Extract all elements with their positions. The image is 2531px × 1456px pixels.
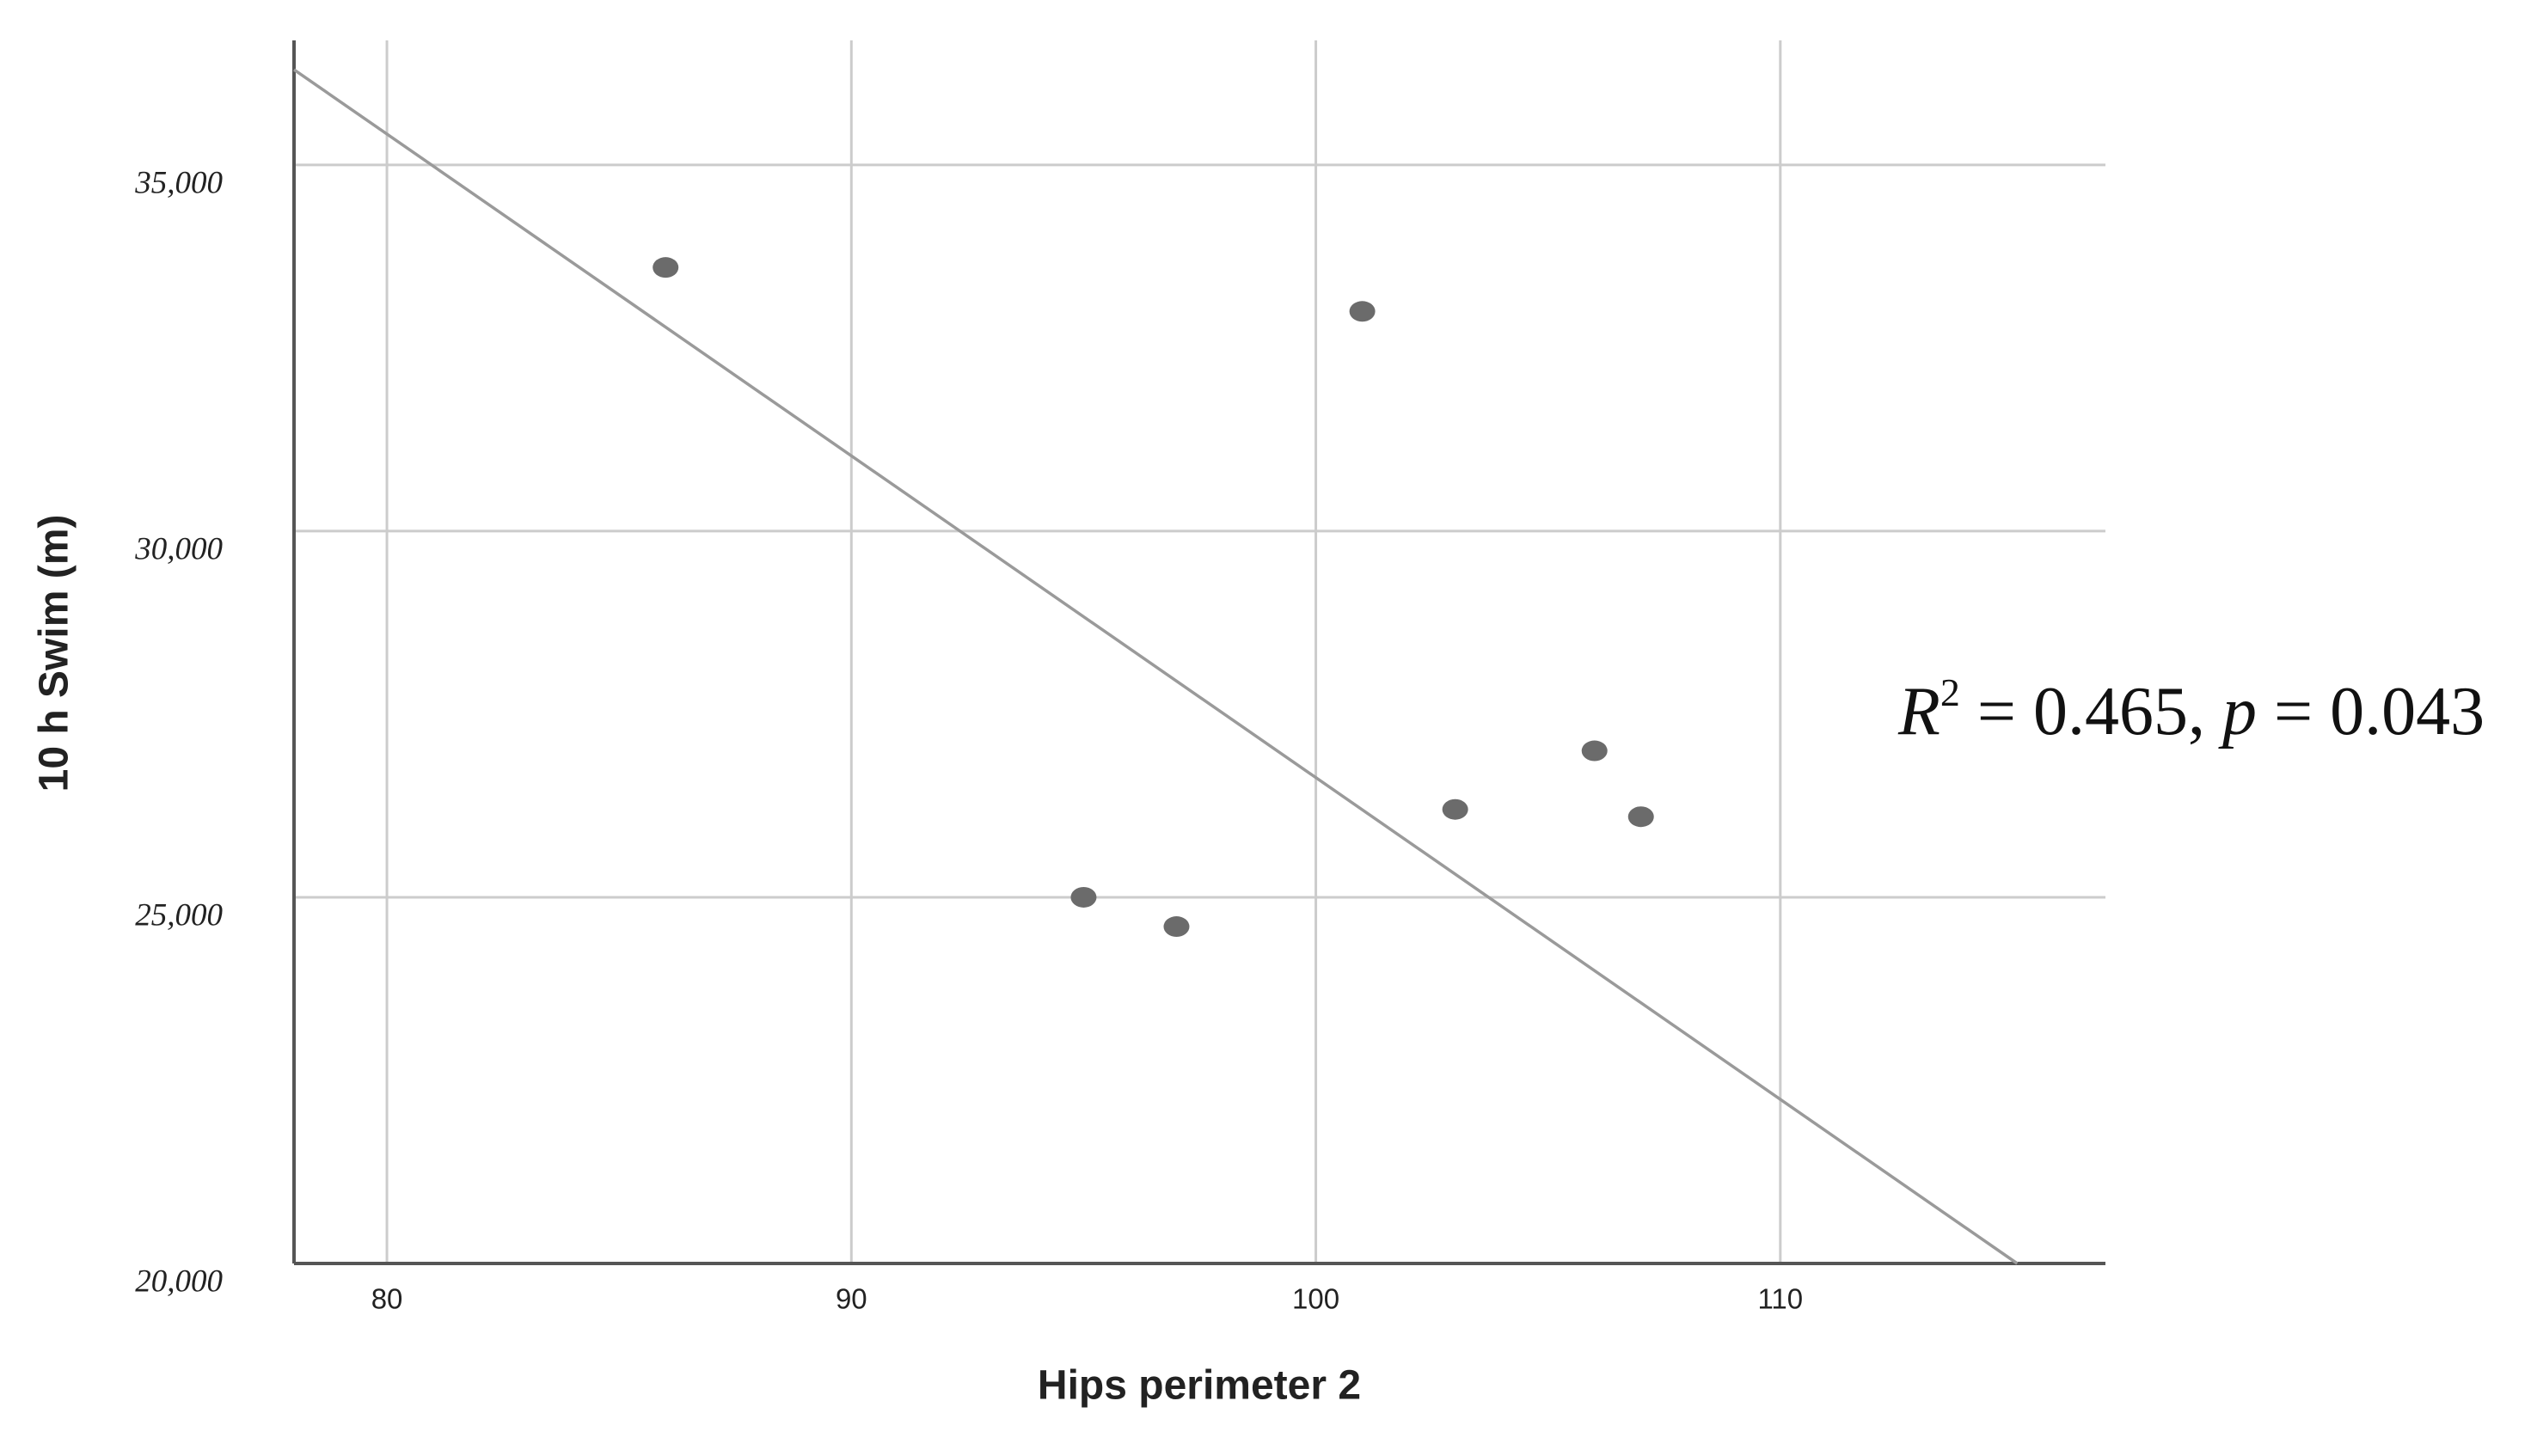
y-tick-label: 20,000 bbox=[135, 1263, 223, 1299]
y-tick-label: 25,000 bbox=[135, 897, 223, 933]
x-tick-label: 80 bbox=[371, 1283, 403, 1315]
x-axis-title: Hips perimeter 2 bbox=[1038, 1363, 1361, 1409]
y-tick-label: 35,000 bbox=[134, 165, 223, 200]
annotation-part: = 0.043 bbox=[2257, 674, 2485, 749]
point bbox=[1627, 806, 1654, 828]
annotation-part: = 0.465, bbox=[1960, 674, 2222, 749]
trend-line bbox=[293, 68, 2019, 1265]
x-tick-label: 110 bbox=[1758, 1283, 1804, 1315]
point bbox=[1581, 740, 1608, 762]
annotation-part: 2 bbox=[1940, 670, 1960, 714]
point bbox=[653, 257, 679, 278]
point bbox=[1163, 916, 1190, 938]
x-tick-label: 90 bbox=[836, 1283, 867, 1315]
annotation: R2 = 0.465, p = 0.043 bbox=[1897, 670, 2485, 749]
point bbox=[1070, 886, 1097, 908]
point bbox=[1442, 798, 1468, 820]
x-tick-label: 100 bbox=[1292, 1283, 1339, 1315]
annotation-part: p bbox=[2218, 674, 2257, 749]
y-tick-label: 30,000 bbox=[134, 531, 223, 566]
point bbox=[1349, 301, 1376, 322]
y-axis-title: 10 h Swim (m) bbox=[32, 515, 77, 792]
annotation-part: R bbox=[1897, 674, 1940, 749]
